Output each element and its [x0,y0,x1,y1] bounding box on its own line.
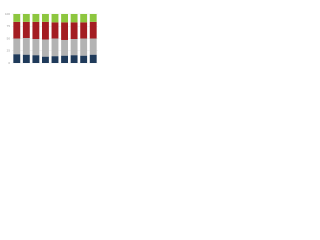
bar-segment [80,38,88,56]
bar-segment [70,55,78,63]
bar-segment [51,22,59,39]
bar-segment [61,55,68,63]
y-tick-label: 50 [7,36,11,40]
y-tick-label: 75 [7,24,11,28]
bar-segment [42,14,49,22]
bar-segment [80,55,88,63]
bar-segment [51,38,59,57]
bar-segment [51,56,59,63]
bar-segment [32,55,40,63]
bar-segment [13,21,21,39]
bar-segment [61,22,68,40]
bar-segment [89,21,97,39]
y-tick-label: 0 [8,61,10,65]
bar-segment [42,39,49,57]
bar-segment [32,38,40,56]
bar-segment [89,38,97,55]
bar-segment [51,14,59,23]
y-tick-label: 100 [5,12,10,16]
bar-segment [22,14,30,22]
bar-segment [89,14,97,22]
bar-segment [13,14,21,22]
bar-segment [42,56,49,63]
bar-segment [70,38,78,56]
bar-segment [70,14,78,23]
bar-segment [22,54,30,63]
bar-segment [80,14,88,23]
bar-segment [13,38,21,55]
bar-segment [32,14,40,22]
chart: 0 25 50 75 100 [5,12,98,65]
bar-segment [70,22,78,39]
bar-segment [42,21,49,40]
bar-segment [22,38,30,55]
bar-segment [80,22,88,39]
bar-segment [89,54,97,63]
y-tick-label: 25 [7,49,11,53]
bar-segment [61,39,68,56]
bar-segment [61,14,68,23]
bar-segment [22,21,30,39]
bar-segment [13,54,21,63]
bar-segment [32,21,40,39]
